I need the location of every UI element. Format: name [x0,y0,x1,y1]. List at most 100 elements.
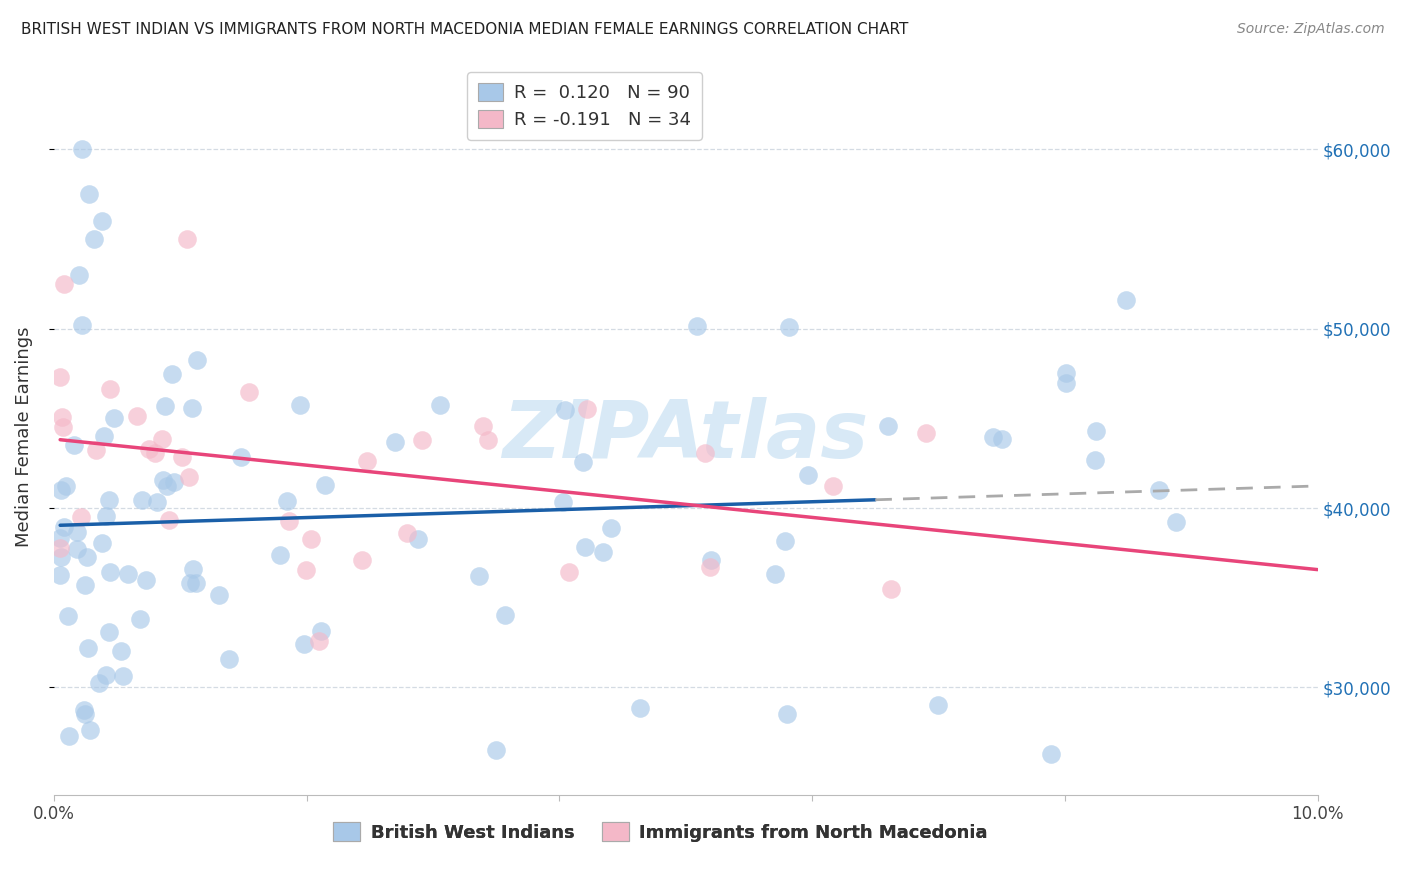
Point [778,320,800,334]
Point [350,553,373,567]
Point [1085,424,1108,438]
Point [177,470,200,484]
Point [406,532,429,546]
Point [84,442,107,457]
Point [170,450,193,464]
Point [356,454,378,468]
Text: ZIPAtlas: ZIPAtlas [502,397,869,475]
Point [699,560,721,574]
Point [93,429,115,443]
Point [176,232,198,246]
Point [96,508,118,523]
Point [135,573,157,587]
Point [77,187,100,202]
Point [94,668,117,682]
Point [73,703,96,717]
Point [157,513,180,527]
Legend: British West Indians, Immigrants from North Macedonia: British West Indians, Immigrants from No… [323,814,997,851]
Point [472,419,495,434]
Point [69,510,91,524]
Point [52,277,75,291]
Point [1115,293,1137,307]
Point [49,531,72,545]
Point [295,563,318,577]
Point [66,525,89,540]
Point [49,541,72,555]
Text: Source: ZipAtlas.com: Source: ZipAtlas.com [1237,22,1385,37]
Point [97,493,120,508]
Point [153,399,176,413]
Point [991,433,1014,447]
Text: BRITISH WEST INDIAN VS IMMIGRANTS FROM NORTH MACEDONIA MEDIAN FEMALE EARNINGS CO: BRITISH WEST INDIAN VS IMMIGRANTS FROM N… [21,22,908,37]
Point [98,382,121,396]
Point [67,268,90,282]
Point [554,402,576,417]
Point [150,432,173,446]
Point [128,612,150,626]
Point [73,578,96,592]
Point [915,425,938,440]
Point [156,479,179,493]
Point [553,495,575,509]
Point [927,698,949,713]
Point [292,637,315,651]
Point [700,553,723,567]
Point [55,479,77,493]
Point [775,533,797,548]
Point [51,410,73,425]
Point [823,479,845,493]
Point [277,514,299,528]
Point [218,652,240,666]
Point [97,625,120,640]
Point [468,569,491,583]
Point [314,478,336,492]
Point [100,566,122,580]
Point [89,675,111,690]
Point [574,541,596,555]
Point [163,475,186,490]
Point [572,455,595,469]
Point [181,562,204,576]
Point [65,542,87,557]
Point [111,668,134,682]
Point [308,634,330,648]
Point [276,494,298,508]
Point [576,402,599,417]
Point [127,409,149,424]
Point [52,419,75,434]
Point [876,418,898,433]
Point [76,640,98,655]
Point [765,567,787,582]
Point [1164,516,1187,530]
Point [311,624,333,638]
Point [58,729,80,743]
Point [557,565,579,579]
Point [411,433,433,447]
Point [146,495,169,509]
Point [90,536,112,550]
Point [79,723,101,737]
Point [477,433,499,447]
Point [131,493,153,508]
Point [880,582,903,596]
Point [49,568,72,582]
Point [152,473,174,487]
Point [62,438,84,452]
Point [83,232,105,246]
Point [49,483,72,497]
Point [485,743,508,757]
Point [429,398,451,412]
Point [288,398,311,412]
Point [1054,366,1077,380]
Point [162,367,184,381]
Point [117,566,139,581]
Point [49,369,72,384]
Point [70,142,93,156]
Point [49,549,72,564]
Y-axis label: Median Female Earnings: Median Female Earnings [15,326,32,547]
Point [186,353,208,368]
Point [599,521,621,535]
Point [628,701,651,715]
Point [76,550,98,565]
Point [693,446,716,460]
